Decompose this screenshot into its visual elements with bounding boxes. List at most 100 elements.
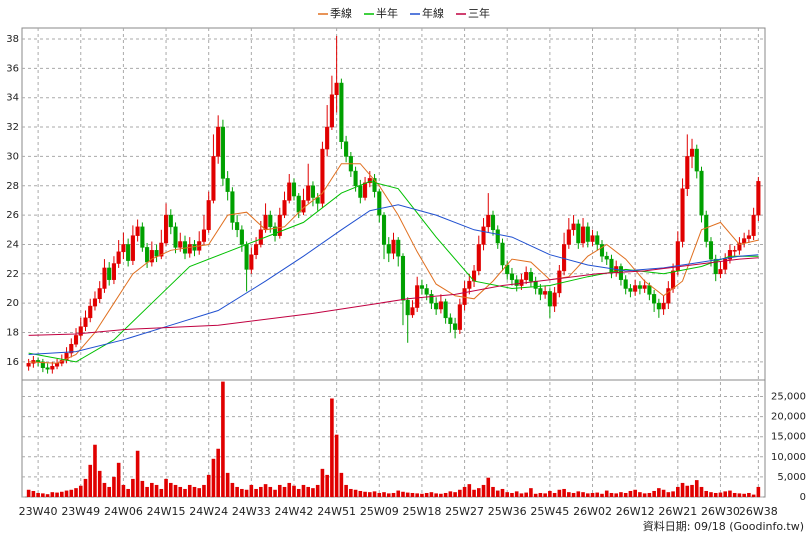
ma-line: [28, 163, 759, 364]
volume-bar: [481, 484, 486, 497]
volume-bar: [277, 484, 282, 497]
candle-body: [680, 188, 685, 242]
candle-body: [528, 272, 533, 282]
candle-body: [509, 273, 515, 280]
candle-body: [40, 361, 45, 368]
volume-bar: [296, 488, 301, 497]
volume-bar: [751, 494, 756, 497]
candle-body: [718, 269, 723, 275]
volume-bar: [183, 488, 187, 497]
candle-body: [97, 288, 102, 300]
volume-bar: [604, 490, 609, 497]
y-tick-label: 20: [6, 298, 19, 309]
candle-body: [69, 343, 74, 354]
volume-bar: [576, 491, 581, 497]
volume-bar: [268, 486, 273, 497]
candle-body: [396, 239, 401, 257]
y2-tick-label: 25,000: [771, 391, 806, 402]
volume-bar: [581, 492, 585, 497]
y2-tick-label: 10,000: [771, 452, 806, 463]
x-tick-label: 25W36: [488, 505, 527, 518]
volume-bar: [358, 490, 363, 497]
candle-body: [36, 360, 41, 363]
volume-bar: [330, 398, 334, 497]
volume-bar: [609, 492, 614, 497]
volume-bar: [638, 492, 642, 497]
y2-tick-label: 5,000: [777, 472, 806, 483]
candle-body: [652, 294, 657, 304]
volume-bar: [202, 484, 206, 497]
candle-body: [386, 244, 391, 254]
volume-bar: [524, 492, 528, 497]
candle-body: [391, 239, 396, 254]
candle-body: [637, 285, 642, 289]
candle-body: [282, 200, 287, 216]
ma-line: [28, 204, 759, 355]
candle-body: [453, 323, 458, 330]
volume-bar: [240, 488, 244, 497]
y-tick-label: 18: [6, 328, 19, 339]
volume-bar: [386, 493, 391, 497]
candle-body: [220, 126, 225, 179]
candle-body: [533, 280, 538, 289]
candle-body: [230, 191, 235, 223]
candle-body: [216, 126, 221, 157]
x-tick-label: 26W30: [701, 505, 740, 518]
x-tick-label: 26W21: [658, 505, 697, 518]
x-tick-label: 26W02: [573, 505, 612, 518]
candle-body: [140, 226, 145, 248]
volume-bar: [216, 448, 220, 497]
volume-bar: [292, 485, 296, 497]
candle-body: [239, 229, 244, 245]
candle-body: [562, 244, 567, 272]
candle-body: [258, 229, 263, 245]
candle-body: [514, 279, 519, 286]
volume-bar: [429, 492, 434, 497]
candle-body: [400, 255, 406, 301]
legend-label: 季線: [330, 6, 352, 20]
volume-bar: [491, 486, 495, 497]
x-tick-label: 25W09: [360, 505, 399, 518]
volume-bar: [732, 492, 737, 497]
volume-bar: [676, 486, 680, 497]
candle-body: [358, 185, 363, 198]
volume-bar: [372, 491, 377, 497]
volume-bar: [126, 488, 130, 497]
volume-bar: [187, 484, 192, 497]
volume-bar: [685, 485, 690, 497]
y2-tick-label: 15,000: [771, 432, 806, 443]
candle-body: [666, 288, 671, 304]
candle-body: [211, 156, 216, 201]
candle-body: [145, 247, 150, 263]
volume-bar: [552, 492, 557, 497]
candle-body: [746, 235, 751, 239]
x-tick-label: 26W12: [616, 505, 655, 518]
x-tick-label: 26W38: [739, 505, 778, 518]
volume-bar: [619, 492, 623, 497]
volume-bar: [135, 450, 140, 497]
candle-body: [737, 242, 742, 251]
candle-body: [699, 170, 704, 216]
volume-bar: [225, 472, 230, 497]
volume-bar: [467, 484, 472, 497]
volume-bar: [88, 464, 93, 497]
volume-bar: [562, 488, 566, 497]
candle-body: [732, 250, 737, 252]
volume-bar: [424, 492, 429, 497]
y-tick-label: 34: [6, 93, 19, 104]
candle-body: [187, 244, 192, 254]
volume-bar: [221, 381, 225, 497]
volume-bar: [742, 493, 746, 497]
volume-bar: [50, 492, 55, 497]
candle-body: [306, 185, 311, 201]
volume-bar: [55, 492, 59, 497]
volume-bar: [538, 492, 543, 497]
volume-bar: [661, 489, 666, 497]
candle-body: [367, 178, 372, 184]
legend-label: 半年: [376, 6, 398, 20]
volume-bar: [519, 493, 524, 497]
volume-bar: [263, 484, 268, 497]
volume-bar: [448, 491, 453, 497]
candle-body: [552, 292, 557, 307]
